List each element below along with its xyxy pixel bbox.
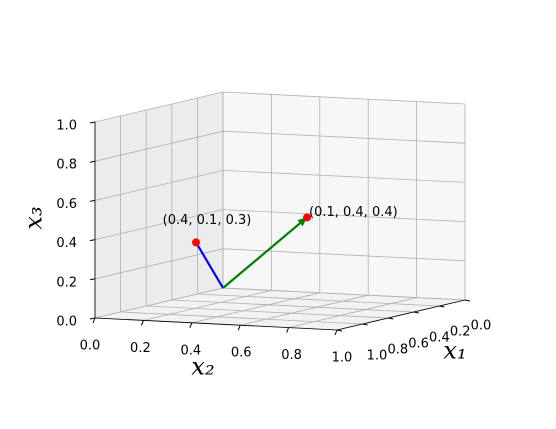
y-tick <box>237 325 241 331</box>
grid-line <box>222 91 466 105</box>
z-tick <box>89 121 96 124</box>
y-axis-label: x₂ <box>191 353 214 381</box>
y-tick-label: 0.8 <box>281 348 302 363</box>
grid-line <box>222 287 466 301</box>
z-tick-label: 0.6 <box>56 197 77 212</box>
left-pane <box>95 92 223 318</box>
z-tick-label: 1.0 <box>56 119 77 134</box>
x-tick-label: 0.0 <box>471 319 492 334</box>
x-tick-label: 0.6 <box>408 337 429 352</box>
x-axis-line <box>336 299 466 331</box>
grid-line <box>94 170 224 201</box>
x-tick <box>388 317 394 320</box>
y-tick <box>140 320 144 326</box>
grid-line <box>143 290 272 321</box>
y-tick-label: 0.6 <box>231 346 252 361</box>
vector <box>222 216 308 289</box>
x-tick <box>439 305 445 308</box>
grid-line <box>222 130 466 144</box>
grid-line <box>94 287 224 319</box>
x-tick <box>464 299 471 302</box>
grid-line <box>171 299 414 313</box>
grid-line <box>197 293 440 307</box>
grid-line <box>288 297 417 328</box>
z-tick <box>89 160 96 163</box>
y-tick-label: 0.4 <box>180 343 201 358</box>
grid-line <box>146 305 389 319</box>
x-tick-label: 0.2 <box>450 325 471 340</box>
z-tick <box>89 239 96 242</box>
y-tick-label: 0.0 <box>80 339 101 354</box>
y-tick <box>286 327 290 333</box>
point <box>192 238 200 247</box>
y-tick-label: 1.0 <box>332 351 353 366</box>
x-tick <box>413 311 419 314</box>
y-tick <box>334 329 338 336</box>
vector <box>195 241 224 289</box>
point <box>303 213 311 222</box>
point-label: (0.1, 0.4, 0.4) <box>309 205 398 220</box>
z-tick-label: 0.0 <box>56 315 77 330</box>
x-tick-label: 0.8 <box>387 343 408 358</box>
z-tick <box>89 278 96 281</box>
grid-line <box>94 91 224 123</box>
back-pane <box>223 92 465 300</box>
grid-line <box>222 248 466 262</box>
grid-line <box>240 294 369 326</box>
z-tick <box>89 317 96 320</box>
z-axis-label: x₃ <box>20 206 48 229</box>
x-axis-label: x₁ <box>443 337 466 365</box>
grid-line <box>94 130 224 162</box>
x-tick-label: 0.4 <box>429 331 450 346</box>
grid-line <box>222 170 466 183</box>
z-tick-label: 0.2 <box>56 275 77 290</box>
z-tick <box>89 199 96 202</box>
x-tick-label: 1.0 <box>367 349 388 364</box>
x-tick <box>362 323 368 326</box>
y-axis-line <box>94 317 338 331</box>
y-tick <box>92 317 96 324</box>
point-label: (0.4, 0.1, 0.3) <box>163 213 252 228</box>
floor-pane <box>95 288 465 330</box>
grid-line <box>222 209 466 222</box>
grid-line <box>120 311 363 325</box>
y-tick <box>189 322 193 328</box>
z-tick-label: 0.4 <box>56 236 77 251</box>
z-tick-label: 0.8 <box>56 158 77 173</box>
x-tick <box>336 329 343 332</box>
y-tick-label: 0.2 <box>130 341 151 356</box>
grid-line <box>191 292 320 324</box>
grid-line <box>94 209 224 240</box>
